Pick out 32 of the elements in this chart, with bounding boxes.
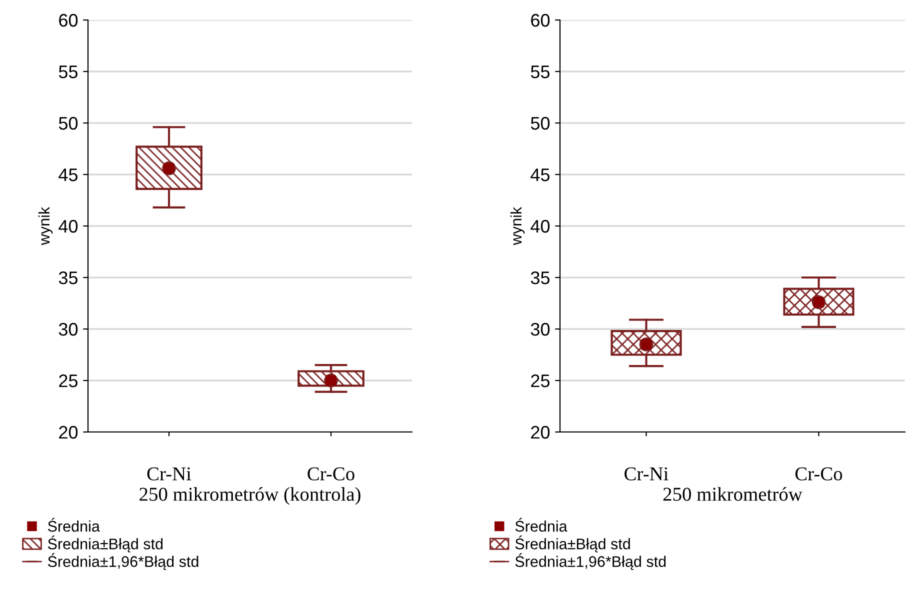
legend-label: Średnia bbox=[48, 518, 100, 532]
y-tick-label: 60 bbox=[59, 14, 78, 27]
y-tick-label: 20 bbox=[59, 426, 78, 439]
x-axis-title: 250 mikrometrów bbox=[663, 487, 802, 501]
x-tick-label: Cr-Ni bbox=[624, 467, 668, 480]
y-tick-label: 35 bbox=[58, 271, 78, 284]
y-tick-label: 50 bbox=[58, 116, 78, 130]
y-tick-label: 20 bbox=[531, 426, 550, 439]
x-tick-label: Cr-Co bbox=[795, 467, 842, 480]
legend-label: Średnia±1,96*Błąd std bbox=[48, 553, 198, 570]
y-tick-label: 45 bbox=[58, 168, 78, 182]
y-tick-label: 30 bbox=[58, 322, 78, 336]
y-axis-title: wynik bbox=[38, 206, 53, 246]
y-tick-label: 25 bbox=[59, 374, 78, 388]
x-tick-label: Cr-Co bbox=[308, 467, 354, 480]
x-tick-label: Cr-Ni bbox=[147, 467, 192, 480]
y-tick-label: 40 bbox=[58, 220, 78, 233]
y-axis-title: wynik bbox=[510, 206, 525, 246]
legend-label: Średnia±Błąd std bbox=[48, 536, 163, 552]
x-axis-title: 250 mikrometrów (kontrola) bbox=[140, 487, 360, 505]
legend-label: Średnia±Błąd std bbox=[515, 536, 630, 552]
y-tick-label: 50 bbox=[530, 116, 550, 130]
y-tick-label: 30 bbox=[530, 322, 550, 336]
y-tick-label: 55 bbox=[58, 66, 78, 78]
y-tick-label: 60 bbox=[531, 14, 550, 27]
legend-label: Średnia±1,96*Błąd std bbox=[515, 553, 666, 570]
y-tick-label: 35 bbox=[530, 271, 550, 284]
legend-label: Średnia bbox=[515, 518, 568, 532]
y-tick-label: 25 bbox=[531, 374, 550, 388]
y-tick-label: 55 bbox=[530, 66, 550, 78]
y-tick-label: 40 bbox=[530, 220, 550, 233]
y-tick-label: 45 bbox=[530, 168, 550, 182]
